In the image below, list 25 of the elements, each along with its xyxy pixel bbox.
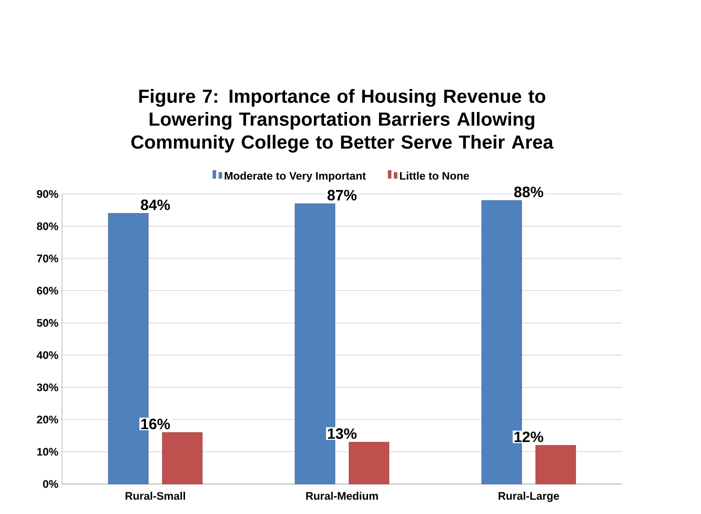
x-tick-label: Rural-Small xyxy=(126,492,185,500)
bar xyxy=(162,432,203,484)
legend-label: Little to None xyxy=(400,172,469,180)
y-tick-label: 90% xyxy=(36,190,58,198)
data-label: 16% xyxy=(141,418,170,430)
y-tick-label: 0% xyxy=(43,480,58,488)
legend-label: Moderate to Very Important xyxy=(224,172,366,182)
x-tick-label: Rural-Large xyxy=(498,492,560,502)
data-label: 88% xyxy=(514,186,544,198)
data-label: 12% xyxy=(514,432,544,442)
bar xyxy=(535,445,576,484)
y-tick-label: 80% xyxy=(36,222,58,230)
data-label: 13% xyxy=(328,428,357,439)
data-label: 84% xyxy=(140,200,170,210)
y-tick-label: 50% xyxy=(36,319,58,327)
y-tick-label: 40% xyxy=(36,351,58,359)
y-tick-label: 30% xyxy=(36,383,58,392)
y-tick-label: 70% xyxy=(37,254,58,262)
x-tick-label: Rural-Medium xyxy=(306,492,378,500)
chart-title: Figure 7: Importance of Housing Revenue to Lowering Transportation Barriers Allowing Community College to Better Serve Their Area xyxy=(131,89,554,153)
bar xyxy=(348,442,390,484)
data-label: 87% xyxy=(328,190,357,200)
y-tick-label: 10% xyxy=(37,448,58,456)
y-tick-label: 20% xyxy=(36,416,58,424)
y-tick-label: 60% xyxy=(36,286,58,295)
